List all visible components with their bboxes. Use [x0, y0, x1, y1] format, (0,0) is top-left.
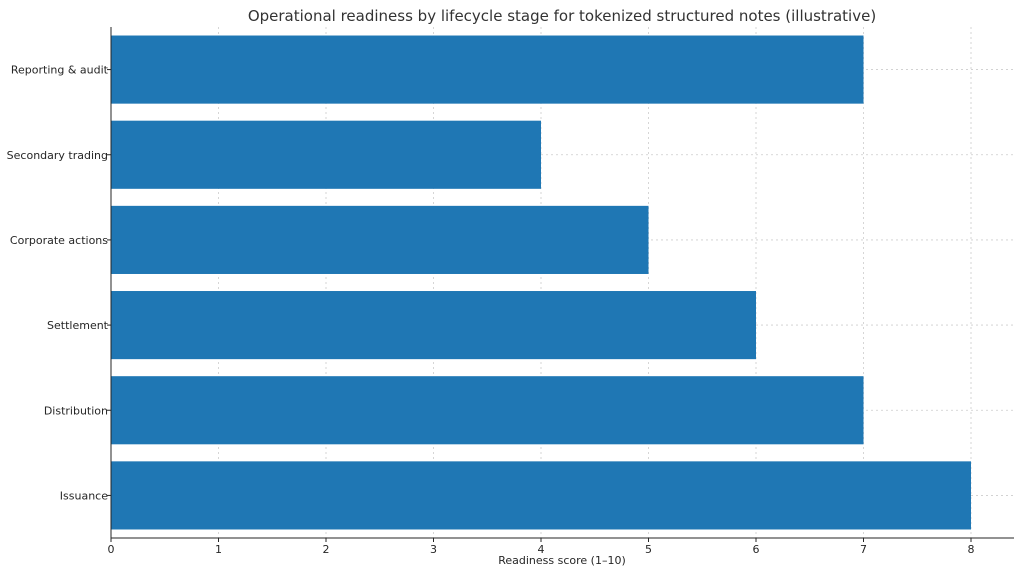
bar-reporting-audit	[111, 35, 864, 104]
bars	[111, 35, 971, 530]
x-axis-label: Readiness score (1–10)	[498, 554, 626, 567]
x-tick-label: 5	[645, 543, 652, 556]
y-tick-label: Settlement	[47, 319, 109, 332]
bar-settlement	[111, 291, 756, 360]
x-tick-label: 4	[538, 543, 545, 556]
y-tick-label: Reporting & audit	[11, 64, 109, 77]
x-tick-label: 7	[860, 543, 867, 556]
x-tick-label: 3	[430, 543, 437, 556]
bar-issuance	[111, 461, 971, 530]
x-tick-label: 2	[323, 543, 330, 556]
x-tick-label: 8	[968, 543, 975, 556]
bar-distribution	[111, 376, 864, 445]
y-tick-label: Issuance	[60, 489, 108, 502]
chart-title: Operational readiness by lifecycle stage…	[248, 7, 876, 25]
bar-corporate-actions	[111, 205, 649, 274]
axes: 0 1 2 3 4 5 6 7 8 Issuance Distribution Settlement C…	[7, 27, 1014, 556]
x-tick-label: 1	[215, 543, 222, 556]
y-tick-label: Secondary trading	[7, 149, 108, 162]
bar-secondary-trading	[111, 120, 541, 189]
x-tick-label: 0	[108, 543, 115, 556]
y-tick-label: Distribution	[44, 404, 108, 417]
x-tick-label: 6	[753, 543, 760, 556]
y-tick-label: Corporate actions	[10, 234, 108, 247]
